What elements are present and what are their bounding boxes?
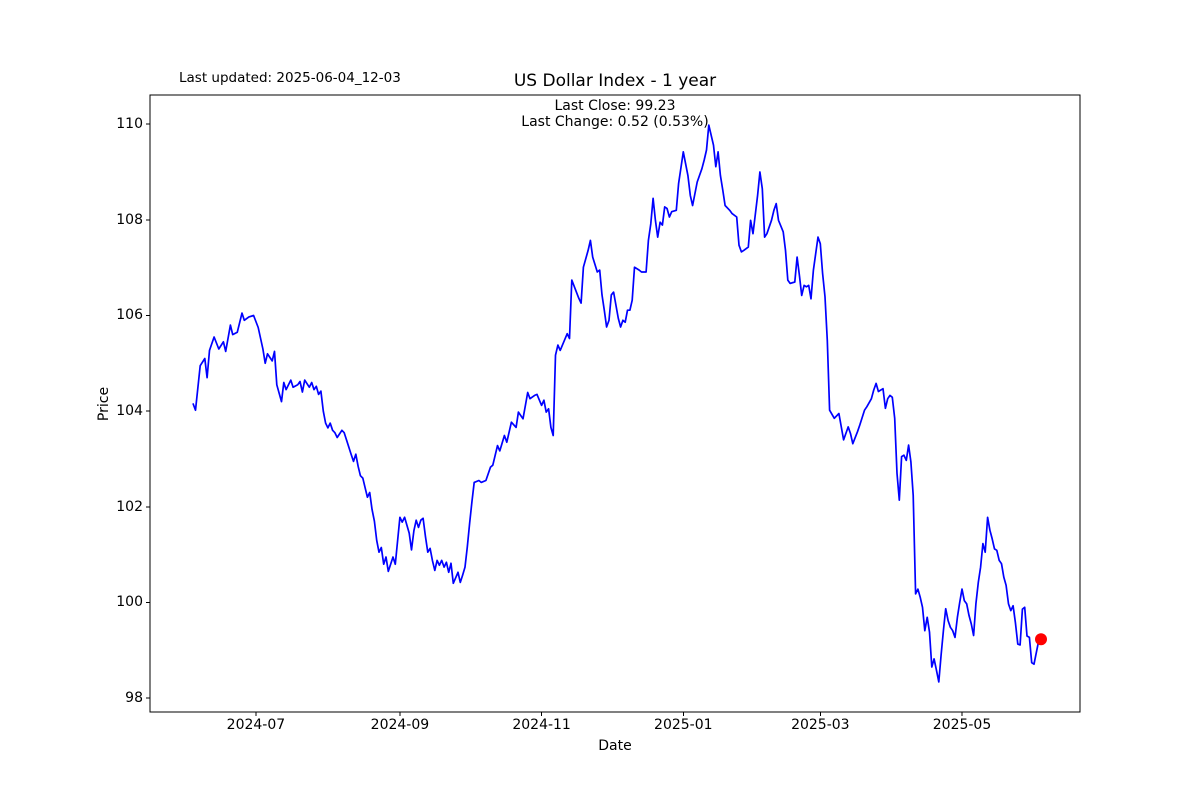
last-updated-text: Last updated: 2025-06-04_12-03	[179, 70, 401, 86]
last-close-text: Last Close: 99.23	[554, 98, 676, 114]
y-tick-label: 104	[116, 403, 143, 420]
y-tick-marks	[146, 123, 150, 699]
y-tick-label: 108	[116, 211, 143, 228]
axes-frame	[149, 94, 1081, 713]
y-tick-label: 100	[116, 594, 143, 611]
y-tick-label: 110	[116, 116, 143, 133]
y-tick-label: 98	[125, 690, 143, 707]
last-close-annotation: Last Close: 99.23 Last Change: 0.52 (0.5…	[150, 98, 1080, 130]
page-title: US Dollar Index - 1 year	[513, 71, 717, 91]
x-axis-label: Date	[598, 738, 632, 754]
x-tick-label: 2024-11	[512, 717, 571, 733]
y-axis-label: Price	[96, 386, 112, 422]
price-line	[192, 124, 1042, 683]
x-tick-label: 2025-03	[791, 717, 850, 733]
y-tick-label: 102	[116, 498, 143, 515]
x-tick-label: 2024-07	[226, 717, 286, 733]
last-close-marker	[1035, 633, 1047, 646]
x-tick-marks	[255, 712, 963, 716]
last-change-text: Last Change: 0.52 (0.53%)	[521, 113, 709, 130]
y-tick-label: 106	[116, 307, 143, 324]
x-tick-label: 2024-09	[370, 717, 430, 733]
x-tick-label: 2025-01	[654, 717, 713, 733]
x-tick-label: 2025-05	[932, 717, 992, 733]
